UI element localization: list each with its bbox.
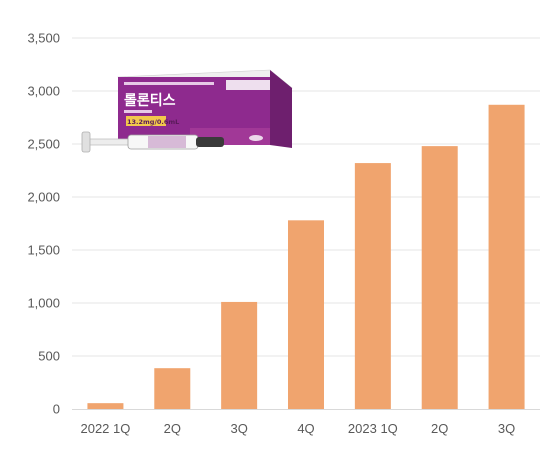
y-tick-label: 1,000 <box>27 296 60 311</box>
product-box-side <box>270 70 292 148</box>
x-tick-label: 3Q <box>498 421 515 436</box>
bar <box>288 220 324 409</box>
y-tick-label: 1,500 <box>27 243 60 258</box>
y-tick-label: 500 <box>38 349 60 364</box>
product-box-fineprint-2 <box>124 110 152 113</box>
x-tick-label: 3Q <box>230 421 247 436</box>
product-logo <box>249 135 263 141</box>
syringe-label <box>148 136 186 148</box>
product-image: 롤론티스 13.2mg/0.6mL <box>81 69 293 153</box>
y-tick-label: 3,500 <box>27 31 60 46</box>
syringe <box>81 131 224 153</box>
x-tick-label: 4Q <box>297 421 314 436</box>
syringe-needle-cap <box>196 137 224 147</box>
y-tick-label: 0 <box>53 402 60 417</box>
syringe-plunger-rod <box>85 138 131 146</box>
bar <box>221 301 258 409</box>
y-tick-label: 2,500 <box>27 137 60 152</box>
bar <box>354 163 391 409</box>
product-box-fineprint <box>124 82 214 85</box>
bars <box>87 104 525 409</box>
syringe-flange <box>81 131 91 153</box>
x-axis-tick-labels: 2022 1Q 2Q 3Q 4Q 2023 1Q 2Q 3Q <box>80 421 515 436</box>
product-dose-label: 13.2mg/0.6mL <box>127 118 179 126</box>
x-tick-label: 2022 1Q <box>80 421 130 436</box>
x-tick-label: 2023 1Q <box>348 421 398 436</box>
y-axis-tick-labels: 0 500 1,000 1,500 2,000 2,500 3,000 3,500 <box>27 31 60 417</box>
x-tick-label: 2Q <box>431 421 448 436</box>
product-box-label-area <box>226 80 270 90</box>
bar <box>87 403 124 409</box>
product-dose-badge <box>126 116 166 126</box>
bar <box>154 368 191 409</box>
bar <box>421 146 458 409</box>
y-tick-label: 2,000 <box>27 190 60 205</box>
y-tick-label: 3,000 <box>27 84 60 99</box>
x-tick-label: 2Q <box>164 421 181 436</box>
bar <box>488 104 525 409</box>
product-name: 롤론티스 <box>124 93 176 109</box>
